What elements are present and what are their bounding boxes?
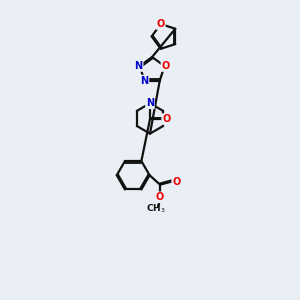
Text: O: O — [162, 114, 170, 124]
Text: N: N — [146, 98, 154, 108]
Text: O: O — [161, 61, 170, 71]
Text: O: O — [172, 176, 180, 187]
Text: O: O — [156, 192, 164, 202]
Text: N: N — [135, 61, 143, 71]
Text: O: O — [157, 19, 165, 29]
Text: N: N — [140, 76, 148, 85]
Text: CH$_3$: CH$_3$ — [146, 202, 166, 214]
